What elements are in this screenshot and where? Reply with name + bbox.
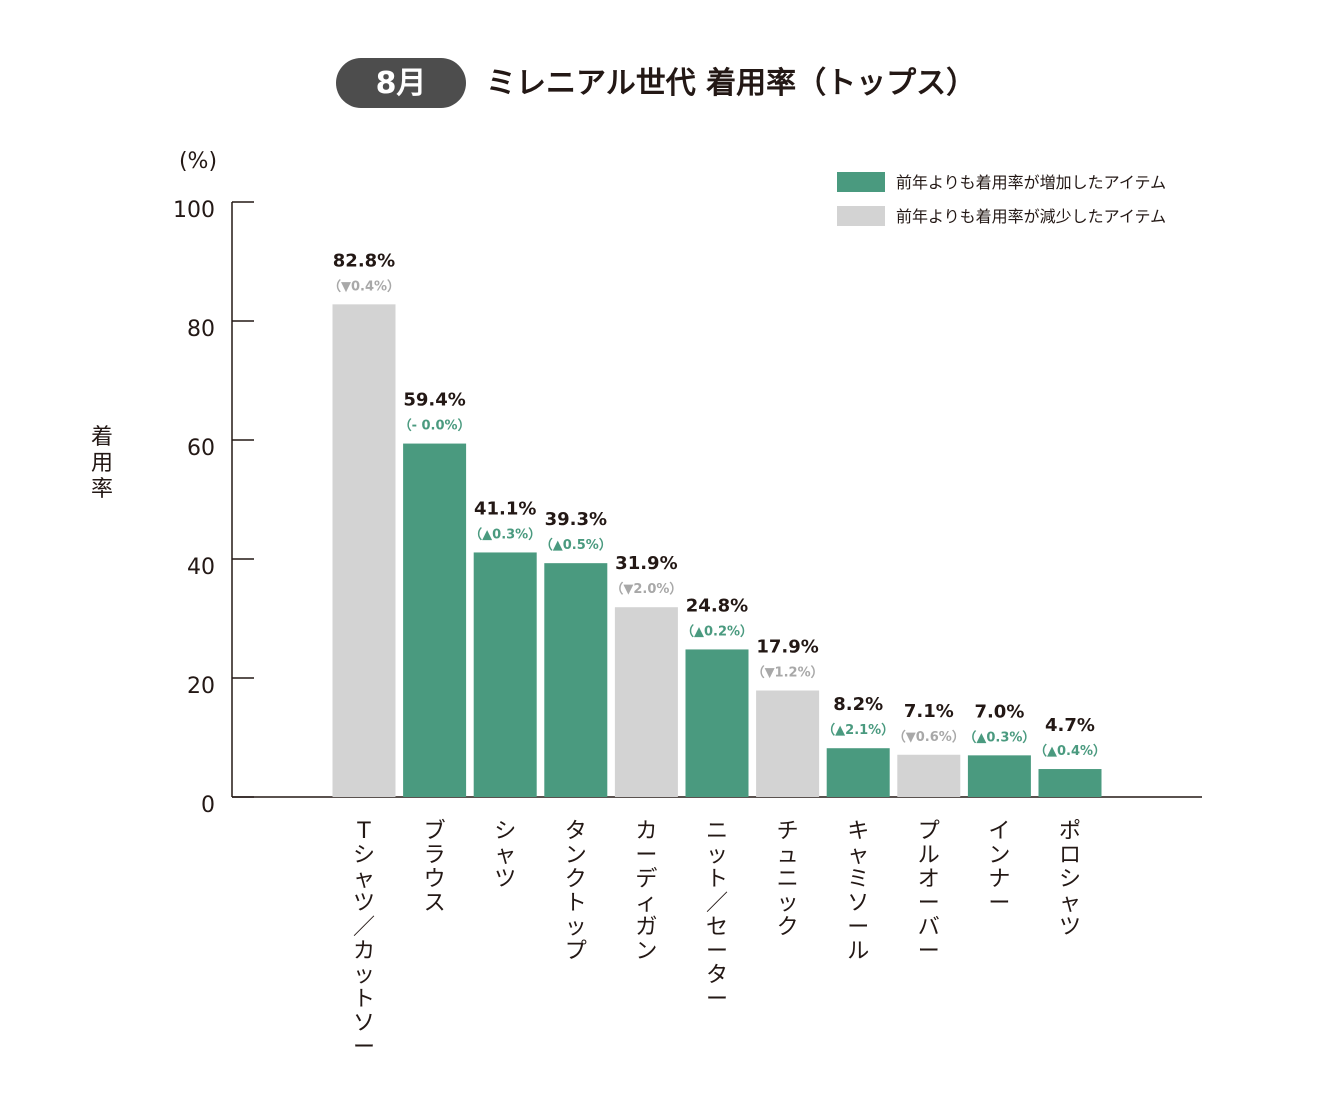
- bar: [756, 690, 820, 797]
- y-unit-label: (%): [179, 149, 217, 174]
- y-tick-label: 40: [187, 555, 215, 580]
- change-labels: （▼0.4%）（- 0.0%）（▲0.3%）（▲0.5%）（▼2.0%）（▲0.…: [328, 278, 1106, 759]
- legend-label-increase: 前年よりも着用率が増加したアイテム: [896, 173, 1166, 192]
- bar-change-label: （▲2.1%）: [822, 722, 894, 738]
- bar: [826, 748, 890, 797]
- bar-value-label: 41.1%: [474, 498, 536, 519]
- bar-change-label: （▲0.3%）: [469, 526, 541, 542]
- value-labels: 82.8% 59.4% 41.1% 39.3% 31.9% 24.8% 17.9% 8.2% 7…: [333, 250, 1095, 736]
- category-label: ブラウス: [424, 819, 446, 916]
- bar: [1038, 769, 1102, 797]
- bar-value-label: 59.4%: [403, 390, 465, 411]
- bars: [332, 304, 1102, 797]
- bar: [332, 304, 396, 797]
- bar-change-label: （▲0.3%）: [963, 729, 1035, 745]
- month-badge-text: 8月: [376, 66, 427, 101]
- chart-title: ミレニアル世代 着用率（トップス）: [486, 66, 976, 101]
- bar-change-label: （▲0.2%）: [681, 623, 753, 639]
- category-label: インナー: [988, 819, 1010, 916]
- category-label: タンクトップ: [565, 819, 587, 964]
- legend-swatch-increase: [837, 172, 885, 192]
- category-label: プルオーバー: [918, 819, 940, 964]
- bar-value-label: 7.1%: [904, 701, 954, 722]
- bar-change-label: （▼0.4%）: [328, 278, 400, 294]
- category-label: ニット／セーター: [706, 819, 728, 1012]
- legend: 前年よりも着用率が増加したアイテム 前年よりも着用率が減少したアイテム: [837, 172, 1166, 226]
- y-tick-label: 80: [187, 317, 215, 342]
- bar-value-label: 7.0%: [974, 701, 1024, 722]
- bar-change-label: （▼1.2%）: [752, 664, 824, 680]
- y-ticks: 0 20 40 60 80 100: [173, 198, 254, 818]
- bar-change-label: （▼0.6%）: [893, 729, 965, 745]
- bar-value-label: 24.8%: [686, 595, 748, 616]
- bar-value-label: 4.7%: [1045, 715, 1095, 736]
- y-axis-label: 着用率: [91, 425, 113, 502]
- bar: [403, 443, 467, 797]
- legend-swatch-decrease: [837, 206, 885, 226]
- month-badge: [336, 58, 466, 108]
- bar: [685, 649, 749, 797]
- y-tick-label: 60: [187, 436, 215, 461]
- y-tick-label: 100: [173, 198, 215, 223]
- category-label: カーディガン: [635, 819, 657, 964]
- bar: [967, 755, 1031, 797]
- bar-change-label: （▲0.4%）: [1034, 743, 1106, 759]
- bar-value-label: 39.3%: [545, 509, 607, 530]
- bar-value-label: 82.8%: [333, 250, 395, 271]
- header: 8月 ミレニアル世代 着用率（トップス）: [336, 58, 976, 108]
- category-label: ポロシャツ: [1059, 819, 1081, 940]
- bar: [473, 552, 537, 797]
- category-label: チュニック: [777, 819, 799, 940]
- y-tick-label: 0: [201, 793, 215, 818]
- bar: [897, 754, 961, 797]
- y-tick-label: 20: [187, 674, 215, 699]
- bar-value-label: 17.9%: [756, 636, 818, 657]
- bar: [614, 607, 678, 797]
- bar-change-label: （▼2.0%）: [610, 581, 682, 597]
- bar: [544, 563, 608, 797]
- category-label: キャミソール: [847, 819, 869, 964]
- bar-value-label: 8.2%: [833, 694, 883, 715]
- bar-change-label: （▲0.5%）: [540, 537, 612, 553]
- bar-change-label: （- 0.0%）: [399, 418, 471, 434]
- category-label: シャツ: [494, 819, 516, 892]
- category-labels: T シャツ／カットソー ブラウス シャツ タンクトップ カーディガン ニット／セーター チュニ…: [353, 819, 1081, 1060]
- category-label: T シャツ／カットソー: [353, 819, 375, 1060]
- legend-label-decrease: 前年よりも着用率が減少したアイテム: [896, 207, 1166, 226]
- bar-value-label: 31.9%: [615, 553, 677, 574]
